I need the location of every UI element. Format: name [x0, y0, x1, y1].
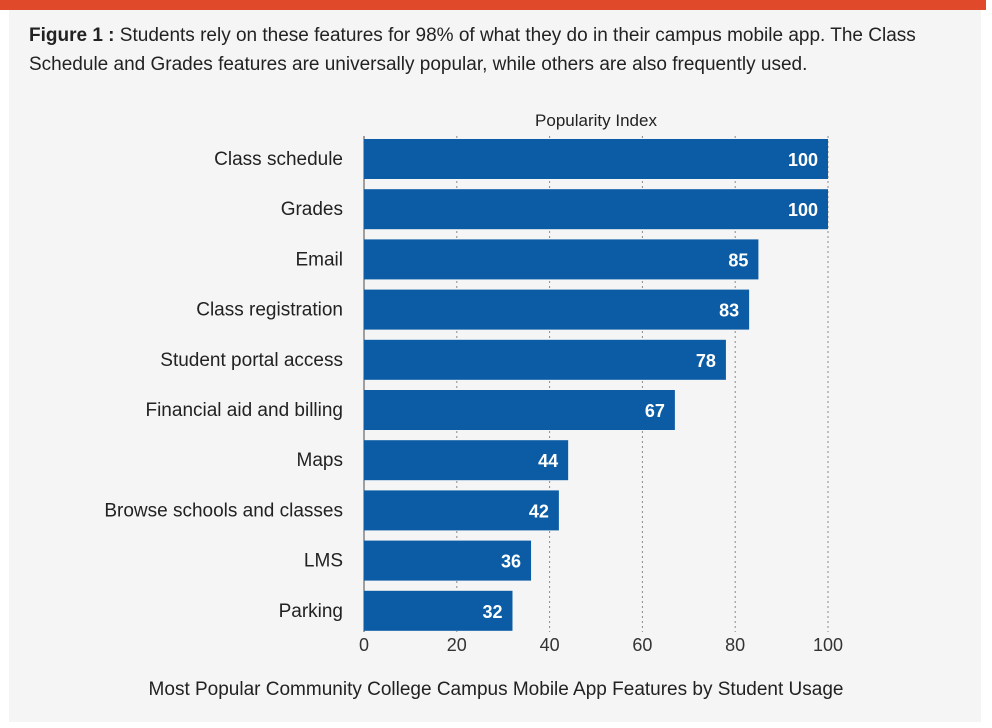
category-label: LMS [304, 551, 343, 572]
category-label: Maps [297, 450, 343, 471]
category-labels: Class schedule Grades Email Class registrat… [104, 149, 343, 622]
bar [364, 390, 675, 430]
top-accent-rule [0, 0, 986, 10]
bar [364, 440, 569, 481]
data-label: 78 [696, 351, 716, 371]
chart-footer: Most Popular Community College Campus Mo… [149, 679, 844, 700]
data-label: 85 [728, 250, 748, 270]
bar [364, 339, 726, 380]
x-tick-label: 100 [813, 635, 843, 655]
chart-title: Popularity Index [535, 111, 657, 130]
data-label: 32 [482, 602, 502, 622]
data-label: 67 [645, 401, 665, 421]
category-label: Financial aid and billing [145, 400, 343, 421]
data-label: 42 [529, 501, 549, 521]
data-labels: 100 100 85 83 78 67 44 42 36 32 [482, 150, 818, 622]
figure-caption-text: Students rely on these features for 98% … [29, 25, 916, 75]
category-label: Parking [279, 601, 343, 622]
data-label: 83 [719, 301, 739, 321]
category-label: Email [295, 249, 343, 270]
bar [364, 590, 513, 631]
category-label: Class registration [196, 300, 343, 321]
bar [364, 239, 759, 280]
data-label: 100 [788, 150, 818, 170]
x-tick-label: 0 [359, 635, 369, 655]
bar [364, 490, 559, 531]
category-label: Grades [281, 199, 343, 220]
data-label: 44 [538, 451, 558, 471]
category-label: Student portal access [160, 350, 343, 371]
bar [364, 139, 828, 179]
x-tick-label: 20 [447, 635, 467, 655]
x-tick-label: 80 [725, 635, 745, 655]
x-tick-label: 60 [632, 635, 652, 655]
figure-caption: Figure 1 : Students rely on these featur… [29, 21, 949, 79]
category-label: Browse schools and classes [104, 500, 343, 521]
x-tick-label: 40 [540, 635, 560, 655]
bars [364, 139, 828, 631]
data-label: 100 [788, 200, 818, 220]
category-label: Class schedule [214, 149, 343, 170]
x-axis-ticks: 0 20 40 60 80 100 [359, 635, 843, 655]
bar [364, 540, 532, 581]
bar [364, 189, 828, 230]
data-label: 36 [501, 552, 521, 572]
bar [364, 289, 750, 330]
figure-label: Figure 1 : [29, 25, 115, 46]
